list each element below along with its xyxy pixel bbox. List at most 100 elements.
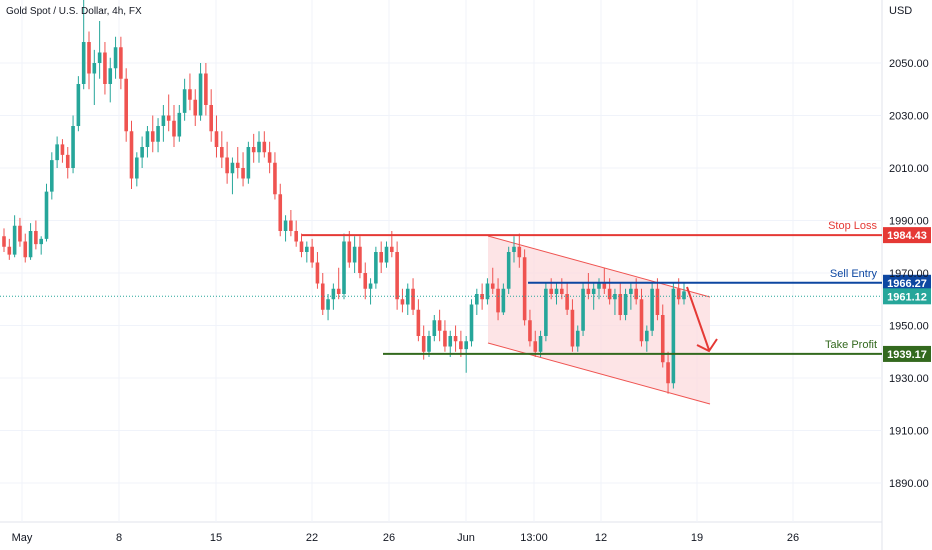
price-tick-label: 1970.00	[889, 268, 929, 280]
candle-body	[480, 294, 484, 300]
candle	[597, 278, 601, 300]
candle-body	[416, 309, 421, 336]
candle-body	[358, 246, 362, 273]
candle	[76, 76, 81, 132]
level-price-tag	[883, 345, 931, 362]
candle-body	[55, 144, 59, 161]
candle	[145, 126, 150, 158]
candle-body	[310, 246, 314, 263]
candle	[55, 136, 59, 168]
candle	[374, 246, 378, 289]
candle-body	[267, 152, 272, 163]
candle	[135, 152, 139, 187]
candle	[34, 220, 38, 250]
candle	[506, 246, 511, 294]
arrow-head	[696, 338, 718, 353]
candle-body	[645, 330, 649, 342]
candle	[363, 262, 368, 300]
time-tick-label: 26	[787, 532, 799, 544]
candle-body	[623, 294, 628, 315]
candle-body	[60, 144, 65, 155]
candle-body	[305, 246, 309, 252]
candle-body	[374, 252, 378, 284]
candle-body	[336, 288, 341, 294]
candle	[581, 283, 585, 336]
candle-body	[331, 288, 336, 300]
candle-body	[34, 231, 38, 245]
candle	[459, 330, 463, 357]
price-tick-label: 2050.00	[889, 58, 929, 70]
candle-body	[246, 147, 251, 179]
candle-body	[597, 283, 601, 289]
candle-body	[650, 288, 654, 331]
candle	[177, 105, 182, 142]
level-take-profit: Take Profit 1939.17	[383, 339, 931, 362]
candle-body	[613, 294, 617, 300]
candle-body	[342, 241, 346, 294]
candle	[528, 309, 532, 347]
candle-body	[475, 294, 479, 305]
candle-body	[586, 288, 591, 294]
candle-body	[50, 160, 54, 192]
candle	[150, 115, 155, 153]
candle-body	[390, 246, 394, 252]
candle	[650, 283, 654, 336]
candle-body	[411, 288, 415, 310]
candle-body	[517, 246, 522, 258]
candle	[618, 283, 623, 321]
candle	[437, 309, 442, 342]
symbol-title: Gold Spot / U.S. Dollar, 4h, FX	[6, 6, 142, 17]
arrow-shaft	[686, 286, 710, 351]
candle	[204, 63, 208, 116]
candle-body	[278, 194, 283, 231]
candle	[432, 315, 437, 342]
candle-body	[283, 220, 288, 231]
channel-fill	[488, 236, 710, 404]
candle	[315, 252, 320, 289]
candle	[342, 233, 346, 300]
time-tick-label: May	[12, 532, 33, 544]
candle	[560, 278, 564, 300]
time-tick-label: 19	[691, 532, 703, 544]
level-label: Stop Loss	[828, 220, 877, 232]
level-sell-entry: Sell Entry 1966.27	[528, 268, 931, 291]
candle-body	[368, 283, 373, 289]
candle	[103, 42, 107, 95]
level-price-value: 1966.27	[887, 278, 927, 290]
candle-body	[289, 220, 293, 231]
price-tick-label: 2030.00	[889, 111, 929, 123]
candle-body	[506, 252, 511, 289]
candle	[336, 267, 341, 300]
candle-body	[315, 262, 320, 284]
candle-body	[71, 126, 75, 168]
candle-body	[241, 168, 245, 179]
candle	[379, 241, 383, 273]
candle	[613, 288, 617, 315]
candle-body	[459, 341, 463, 350]
candle	[384, 241, 389, 268]
candle	[71, 115, 75, 174]
time-axis[interactable]: May 8 15 22 26 Jun 13:00 12 19 26	[12, 532, 800, 544]
candle	[639, 288, 644, 347]
candle	[490, 267, 495, 294]
candle-body	[193, 99, 198, 116]
candle	[666, 351, 670, 394]
candle-body	[135, 157, 139, 179]
candle-body	[28, 231, 33, 258]
candle-body	[145, 131, 150, 147]
trade-levels: Stop Loss 1984.43 Sell Entry 1966.27 Take Pr…	[0, 220, 931, 362]
candle	[411, 278, 415, 315]
candle	[166, 94, 171, 132]
candle-body	[421, 336, 426, 352]
candle	[475, 288, 479, 315]
candle-body	[660, 315, 665, 363]
candles	[2, 0, 686, 394]
candle-body	[432, 320, 437, 336]
price-axis[interactable]: 2050.00 2030.00 2010.00 1990.00 1970.00 1950.…	[889, 58, 929, 490]
candle	[18, 217, 22, 247]
candle-body	[496, 288, 500, 313]
candle-body	[299, 241, 304, 252]
candle-body	[448, 336, 453, 347]
